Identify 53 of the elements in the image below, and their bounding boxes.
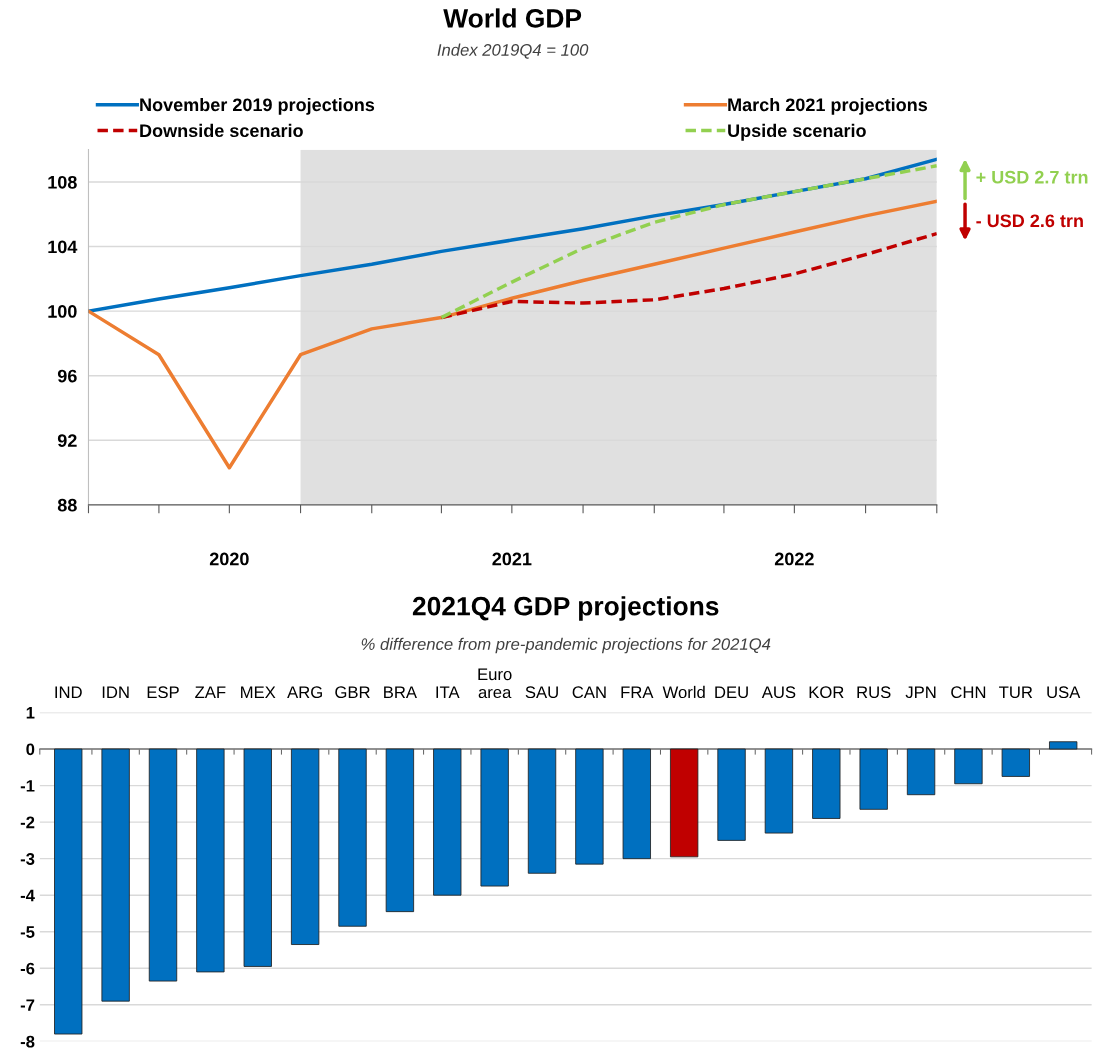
x-tick-label: RUS [857,686,891,699]
x-tick-label: 2020 [209,552,249,566]
x-tick-label: ESP [147,686,179,699]
y-tick-label: -4 [20,889,35,902]
chart-title: World GDP [443,8,582,28]
x-tick-label: AUS [761,686,796,699]
legend-label: March 2021 projections [728,97,928,115]
x-tick-label: TUR [999,686,1033,699]
x-tick-label: CAN [572,686,606,699]
line-series [439,164,937,320]
chart-title: 2021Q4 GDP projections [412,596,719,621]
x-tick-label: USA [1047,686,1081,699]
y-tick-label: -8 [20,1035,35,1048]
x-tick-label: FRA [621,686,654,698]
x-tick-label: SAU [525,686,558,699]
y-tick-label: 104 [48,240,78,254]
legend-label: Upside scenario [728,123,866,141]
y-tick-label: -6 [20,962,35,975]
y-tick-label: 92 [57,434,77,447]
chart-subtitle: Index 2019Q4 = 100 [437,43,589,59]
x-tick-label: CHN [951,686,986,699]
x-tick-label: 2022 [774,552,814,566]
x-tick-label: MEX [241,686,276,698]
y-tick-label: 88 [57,498,77,512]
chart-subtitle: % difference from pre-pandemic projections for 2021Q4 [361,637,771,654]
x-tick-label: IND [55,686,82,698]
legend-label: November 2019 projections [140,97,375,115]
x-tick-label: ITA [436,686,460,698]
x-tick-label: GBR [335,686,370,699]
y-tick-label: -2 [20,816,35,829]
y-tick-label: -1 [20,780,35,792]
y-tick-label: -7 [20,999,35,1011]
x-tick-label: World [662,685,705,699]
x-tick-label: Euro area [478,668,512,699]
y-tick-label: 96 [57,369,77,383]
annotation: + USD 2.7 trn [976,170,1088,184]
x-tick-label: DEU [715,686,748,699]
y-tick-label: -5 [20,926,35,938]
y-tick-label: -3 [20,853,35,865]
legend-label: Downside scenario [140,123,303,138]
y-tick-label: 100 [48,305,77,318]
annotation: - USD 2.6 trn [976,214,1083,228]
x-tick-label: ARG [287,686,322,699]
x-tick-label: KOR [809,686,844,699]
x-tick-label: JPN [905,686,936,699]
x-tick-label: IDN [102,686,129,698]
y-tick-label: 108 [48,175,77,189]
y-tick-label: 0 [26,743,35,756]
x-tick-label: BRA [384,686,417,698]
y-tick-label: 1 [26,707,35,719]
x-tick-label: 2021 [492,552,532,566]
x-tick-label: ZAF [195,686,226,698]
line-series [88,199,937,470]
